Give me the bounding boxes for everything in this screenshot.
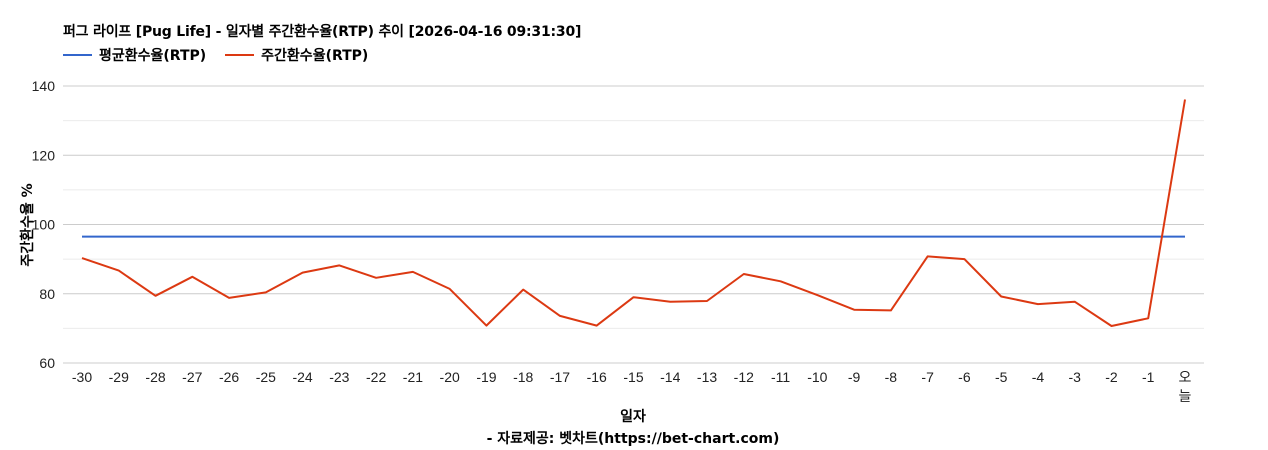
x-axis-title: 일자 xyxy=(620,409,646,425)
y-tick-label: 140 xyxy=(32,78,56,94)
x-tick-label: -10 xyxy=(807,369,827,385)
x-tick-label: -7 xyxy=(921,369,934,385)
x-axis-ticks: -30 -29 -28 -27 -26 -25 -24 -23 -22 -21 -20 -19 -18 -… xyxy=(72,369,1192,404)
legend-line-icon-red xyxy=(225,54,255,56)
x-tick-label: -29 xyxy=(109,369,129,385)
y-tick-label: 120 xyxy=(32,147,56,163)
x-tick-label: -21 xyxy=(403,369,423,385)
x-tick-label: 늘 xyxy=(1179,388,1192,404)
source-credit: - 자료제공: 벳차트(https://bet-chart.com) xyxy=(486,431,780,447)
x-tick-label: -30 xyxy=(72,369,92,385)
x-tick-label: -9 xyxy=(848,369,861,385)
x-tick-label: -23 xyxy=(329,369,349,385)
y-axis-title: 주간환수율 % xyxy=(20,183,36,267)
legend-label-weekly-rtp: 주간환수율(RTP) xyxy=(261,48,369,64)
legend: 평균환수율(RTP) 주간환수율(RTP) xyxy=(63,45,387,65)
legend-line-icon-blue xyxy=(63,54,92,56)
x-tick-label: -11 xyxy=(771,369,790,385)
x-tick-label: -18 xyxy=(513,369,533,385)
x-tick-label: -2 xyxy=(1105,369,1118,385)
legend-item-weekly-rtp[interactable]: 주간환수율(RTP) xyxy=(225,45,368,65)
x-tick-label: -13 xyxy=(697,369,717,385)
x-tick-label: -25 xyxy=(256,369,276,385)
x-tick-label: -17 xyxy=(550,369,570,385)
gridlines xyxy=(63,85,1204,364)
x-tick-label: -16 xyxy=(587,369,607,385)
x-tick-label: -20 xyxy=(440,369,460,385)
legend-item-average-rtp[interactable]: 평균환수율(RTP) xyxy=(63,45,206,65)
x-tick-label: -27 xyxy=(182,369,202,385)
x-tick-label: 오 xyxy=(1179,369,1192,385)
x-tick-label: -1 xyxy=(1142,369,1155,385)
x-tick-label: -19 xyxy=(476,369,496,385)
x-tick-label: -6 xyxy=(958,369,971,385)
y-tick-label: 100 xyxy=(32,217,56,233)
x-tick-label: -5 xyxy=(995,369,1008,385)
data-series xyxy=(81,99,1186,327)
x-tick-label: -3 xyxy=(1068,369,1081,385)
x-tick-label: -4 xyxy=(1032,369,1045,385)
chart-title: 퍼그 라이프 [Pug Life] - 일자별 주간환수율(RTP) 추이 [2… xyxy=(63,24,582,40)
x-tick-label: -15 xyxy=(623,369,643,385)
weekly-rtp-line[interactable] xyxy=(81,99,1186,327)
x-tick-label: -14 xyxy=(660,369,680,385)
y-axis-ticks: 60 80 100 120 140 xyxy=(32,78,56,371)
x-tick-label: -24 xyxy=(292,369,312,385)
y-tick-label: 60 xyxy=(39,355,55,371)
legend-label-average-rtp: 평균환수율(RTP) xyxy=(99,48,207,64)
x-tick-label: -12 xyxy=(734,369,754,385)
x-tick-label: -26 xyxy=(219,369,239,385)
y-tick-label: 80 xyxy=(39,286,55,302)
x-tick-label: -28 xyxy=(145,369,165,385)
x-tick-label: -22 xyxy=(366,369,386,385)
x-tick-label: -8 xyxy=(885,369,898,385)
